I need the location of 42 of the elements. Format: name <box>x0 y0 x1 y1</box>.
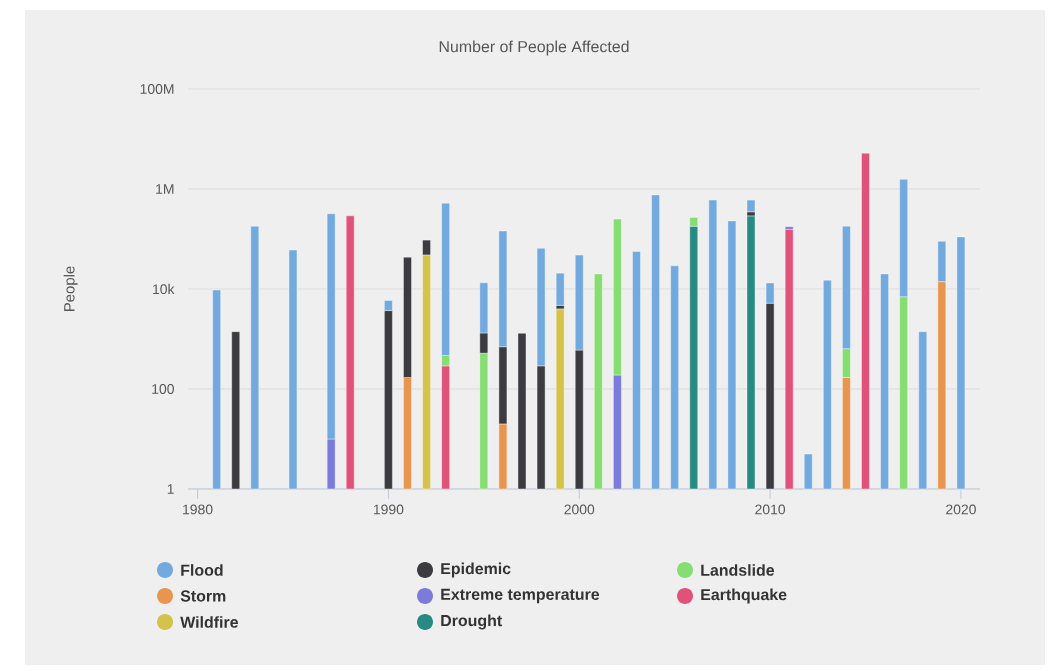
legend-label: Wildfire <box>180 616 238 628</box>
bar <box>670 265 679 490</box>
bar <box>555 308 565 490</box>
bar <box>727 220 737 490</box>
bar <box>651 194 660 490</box>
bar <box>708 199 718 490</box>
bar <box>594 273 603 490</box>
bar <box>861 152 870 490</box>
bar <box>823 279 832 490</box>
legend-label: Storm <box>180 590 226 602</box>
bar <box>880 273 889 490</box>
legend-label: Extreme temperature <box>441 588 600 604</box>
legend-label: Earthquake <box>701 588 787 604</box>
bar <box>632 251 641 490</box>
legend-label: Landslide <box>701 564 775 576</box>
legend-label: Flood <box>181 564 223 576</box>
x-tick-label: 1980 <box>183 504 213 515</box>
legend-label: Epidemic <box>441 562 511 578</box>
bar <box>288 249 298 490</box>
bar <box>746 215 756 490</box>
bar <box>956 236 966 490</box>
bar <box>918 331 927 490</box>
legend-label: Drought <box>441 614 502 630</box>
bar <box>346 215 355 490</box>
x-tick-label: 2020 <box>946 504 976 515</box>
y-tick-label: 100 <box>152 384 174 394</box>
x-tick-label: 2000 <box>564 504 595 515</box>
bar <box>804 453 813 490</box>
x-tick-label: 2010 <box>755 504 786 515</box>
bar <box>250 226 260 490</box>
y-tick-label: 1M <box>156 184 174 194</box>
x-tick-label: 1990 <box>373 504 404 515</box>
chart-title: Number of People Affected <box>439 40 629 56</box>
y-tick-label: 10k <box>153 283 175 295</box>
bar <box>231 331 240 490</box>
y-tick-label: 1 <box>167 484 174 494</box>
bar <box>784 229 794 490</box>
bar <box>212 289 221 490</box>
y-tick-label: 100M <box>140 84 174 94</box>
bar <box>555 272 565 306</box>
y-axis-title: People <box>63 266 78 312</box>
bar <box>517 333 527 490</box>
